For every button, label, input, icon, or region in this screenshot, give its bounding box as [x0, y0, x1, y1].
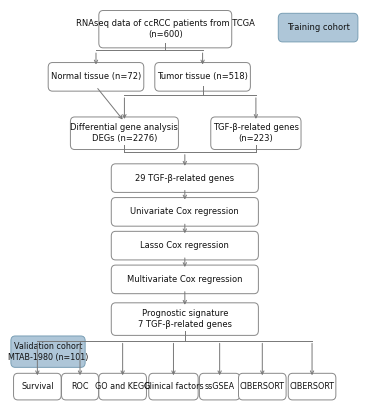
Text: 29 TGF-β-related genes: 29 TGF-β-related genes	[135, 174, 234, 182]
FancyBboxPatch shape	[99, 373, 147, 400]
Text: Prognostic signature
7 TGF-β-related genes: Prognostic signature 7 TGF-β-related gen…	[138, 309, 232, 329]
FancyBboxPatch shape	[48, 63, 144, 91]
Text: Tumor tissue (n=518): Tumor tissue (n=518)	[157, 72, 248, 81]
FancyBboxPatch shape	[278, 13, 358, 42]
Text: RNAseq data of ccRCC patients from TCGA
(n=600): RNAseq data of ccRCC patients from TCGA …	[76, 19, 255, 39]
FancyBboxPatch shape	[111, 164, 258, 192]
FancyBboxPatch shape	[62, 373, 98, 400]
FancyBboxPatch shape	[239, 373, 286, 400]
FancyBboxPatch shape	[99, 10, 232, 48]
Text: Normal tissue (n=72): Normal tissue (n=72)	[51, 72, 141, 81]
Text: CIBERSORT: CIBERSORT	[289, 382, 335, 391]
FancyBboxPatch shape	[14, 373, 61, 400]
FancyBboxPatch shape	[11, 336, 85, 367]
Text: Lasso Cox regression: Lasso Cox regression	[140, 241, 229, 250]
Text: TGF-β-related genes
(n=223): TGF-β-related genes (n=223)	[213, 123, 299, 143]
FancyBboxPatch shape	[149, 373, 198, 400]
Text: Training cohort: Training cohort	[287, 23, 349, 32]
FancyBboxPatch shape	[70, 117, 178, 150]
Text: GO and KEGG: GO and KEGG	[95, 382, 150, 391]
Text: Differential gene analysis
DEGs (n=2276): Differential gene analysis DEGs (n=2276)	[70, 123, 178, 143]
Text: Univariate Cox regression: Univariate Cox regression	[131, 207, 239, 217]
Text: Multivariate Cox regression: Multivariate Cox regression	[127, 275, 243, 284]
FancyBboxPatch shape	[211, 117, 301, 150]
FancyBboxPatch shape	[155, 63, 250, 91]
Text: CIBERSORT: CIBERSORT	[240, 382, 285, 391]
FancyBboxPatch shape	[111, 231, 258, 260]
Text: Validation cohort
MTAB-1980 (n=101): Validation cohort MTAB-1980 (n=101)	[8, 342, 88, 362]
Text: ROC: ROC	[71, 382, 89, 391]
FancyBboxPatch shape	[111, 265, 258, 294]
FancyBboxPatch shape	[199, 373, 240, 400]
Text: ssGSEA: ssGSEA	[204, 382, 235, 391]
FancyBboxPatch shape	[111, 198, 258, 226]
Text: Survival: Survival	[21, 382, 53, 391]
Text: Clinical factors: Clinical factors	[144, 382, 203, 391]
FancyBboxPatch shape	[288, 373, 336, 400]
FancyBboxPatch shape	[111, 303, 258, 335]
